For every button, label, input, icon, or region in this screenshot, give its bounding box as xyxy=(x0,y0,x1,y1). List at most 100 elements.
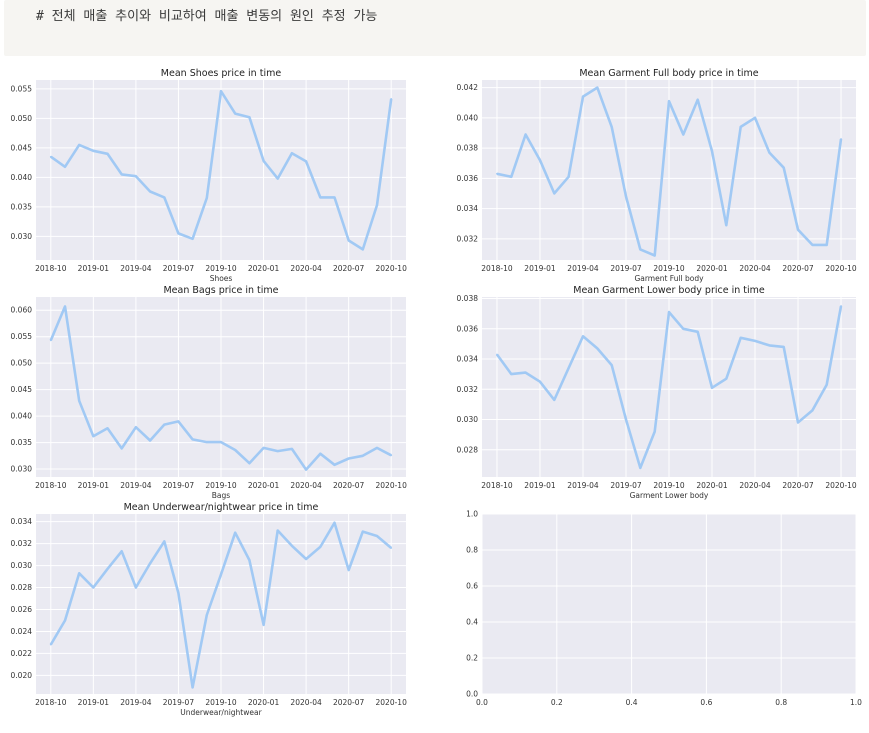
data-point xyxy=(711,150,713,152)
x-tick-label: 2020-01 xyxy=(248,264,280,273)
x-axis-label: Underwear/nightwear xyxy=(180,708,262,717)
x-tick-label: 2019-07 xyxy=(610,481,642,490)
data-point xyxy=(739,125,742,128)
x-tick-label: 0.6 xyxy=(700,698,712,707)
x-tick-label: 2020-10 xyxy=(825,481,857,490)
y-tick-label: 0.034 xyxy=(457,204,479,213)
x-tick-label: 2019-01 xyxy=(524,481,556,490)
data-point xyxy=(390,547,393,549)
data-point xyxy=(149,439,151,442)
data-point xyxy=(49,339,52,342)
y-tick-label: 0.032 xyxy=(11,539,33,548)
data-point xyxy=(553,192,556,195)
data-point xyxy=(205,441,208,443)
x-tick-label: 2020-04 xyxy=(290,264,322,273)
x-tick-label: 2019-07 xyxy=(163,264,195,273)
data-point xyxy=(234,112,237,115)
y-tick-label: 0.050 xyxy=(11,359,33,368)
subplot-title: Mean Underwear/nightwear price in time xyxy=(124,502,319,513)
data-point xyxy=(582,335,584,338)
y-tick-label: 0.022 xyxy=(11,649,33,658)
data-point xyxy=(653,254,656,257)
data-point xyxy=(291,152,293,155)
y-tick-label: 0.4 xyxy=(466,618,478,627)
data-point xyxy=(596,347,599,350)
data-point xyxy=(78,144,81,146)
y-tick-label: 0.026 xyxy=(11,605,33,614)
x-tick-label: 2020-07 xyxy=(782,264,814,273)
data-point xyxy=(754,339,756,342)
y-tick-label: 0.035 xyxy=(11,202,33,211)
x-tick-label: 2018-10 xyxy=(481,481,513,490)
x-tick-label: 2018-10 xyxy=(35,481,67,490)
x-tick-label: 2019-07 xyxy=(610,264,642,273)
x-tick-label: 2020-01 xyxy=(248,698,280,707)
x-tick-label: 2020-01 xyxy=(248,481,280,490)
data-point xyxy=(524,371,527,374)
x-tick-label: 2019-10 xyxy=(205,264,237,273)
data-point xyxy=(333,521,336,524)
data-point xyxy=(291,544,293,547)
data-point xyxy=(376,535,378,537)
subplot-6: 0.0 0.2 0.4 0.6 0.8 1.0 0.0 0.2 0.4 0.6 0.8 1.0 xyxy=(466,510,862,708)
y-tick-label: 0.0 xyxy=(466,690,478,699)
x-tick-label: 2020-04 xyxy=(290,481,322,490)
y-tick-label: 0.040 xyxy=(457,113,479,122)
y-tick-label: 0.060 xyxy=(11,306,33,315)
y-tick-label: 0.028 xyxy=(11,583,33,592)
subplot-title: Mean Shoes price in time xyxy=(161,68,282,79)
data-point xyxy=(49,643,52,646)
subplot-5: 0.020 0.022 0.024 0.026 0.028 0.030 0.032 0.034… xyxy=(11,502,408,717)
x-tick-label: 2020-10 xyxy=(376,481,408,490)
data-point xyxy=(163,540,166,543)
data-point xyxy=(840,138,842,140)
data-point xyxy=(291,448,293,450)
y-tick-label: 0.032 xyxy=(457,234,479,243)
data-point xyxy=(768,151,771,154)
y-tick-label: 0.030 xyxy=(11,561,33,570)
data-point xyxy=(347,569,350,571)
y-tick-label: 0.038 xyxy=(457,294,479,303)
y-tick-label: 0.030 xyxy=(11,232,33,241)
markdown-comment: # 전체 매출 추이와 비교하여 매출 변동의 원인 추정 가능 xyxy=(36,9,378,24)
data-point xyxy=(539,159,541,162)
data-point xyxy=(135,426,137,429)
data-point xyxy=(177,592,180,594)
y-tick-label: 0.034 xyxy=(457,355,479,364)
y-tick-label: 0.8 xyxy=(466,546,478,555)
data-point xyxy=(524,133,527,136)
data-point xyxy=(262,159,265,162)
data-point xyxy=(625,195,627,198)
x-tick-label: 2019-10 xyxy=(653,264,685,273)
data-point xyxy=(135,586,137,589)
data-point xyxy=(120,447,123,450)
x-tick-label: 2019-10 xyxy=(205,481,237,490)
data-point xyxy=(376,446,378,449)
y-tick-label: 0.040 xyxy=(11,173,33,182)
data-point xyxy=(149,562,151,565)
data-point xyxy=(319,196,322,199)
subplot-1: 0.030 0.035 0.040 0.045 0.050 0.055 2018-10 201… xyxy=(11,68,408,283)
data-point xyxy=(333,463,336,466)
data-point xyxy=(668,100,670,103)
data-point xyxy=(49,155,52,158)
data-point xyxy=(106,152,109,155)
data-point xyxy=(739,336,742,339)
x-tick-label: 2019-04 xyxy=(120,481,152,490)
x-tick-label: 2020-04 xyxy=(739,264,771,273)
data-point xyxy=(510,373,513,376)
data-point xyxy=(205,614,208,616)
data-point xyxy=(149,190,151,193)
x-tick-label: 2019-10 xyxy=(653,481,685,490)
x-tick-label: 2019-04 xyxy=(567,481,599,490)
y-tick-label: 0.2 xyxy=(466,654,478,663)
data-point xyxy=(120,173,123,176)
y-tick-label: 0.030 xyxy=(457,415,479,424)
data-point xyxy=(797,228,799,231)
markdown-cell[interactable]: # 전체 매출 추이와 비교하여 매출 변동의 원인 추정 가능 xyxy=(4,0,866,56)
subplot-2: 0.032 0.034 0.036 0.038 0.040 0.042 2018-10 201… xyxy=(457,68,857,283)
data-point xyxy=(567,367,570,369)
data-point xyxy=(78,399,81,402)
data-point xyxy=(725,377,728,380)
data-point xyxy=(333,196,336,199)
